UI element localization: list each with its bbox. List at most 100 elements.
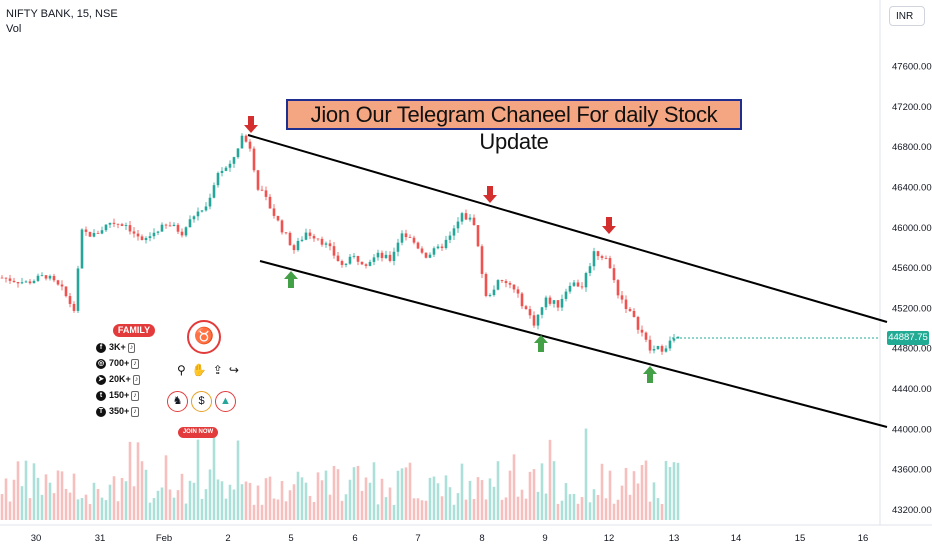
volume-bar: [560, 500, 564, 520]
candle-body: [304, 232, 308, 240]
symbol-title[interactable]: NIFTY BANK, 15, NSE: [6, 8, 118, 20]
volume-bar: [580, 497, 584, 520]
candle-body: [508, 283, 512, 285]
volume-bar: [352, 467, 356, 520]
candle-body: [228, 163, 232, 168]
candle-body: [336, 255, 340, 262]
volume-bar: [120, 477, 124, 520]
candle-body: [232, 157, 236, 164]
volume-bar: [36, 477, 40, 520]
candle-body: [340, 261, 344, 265]
candle-body: [612, 268, 616, 281]
candle-body: [188, 219, 192, 228]
candle-body: [184, 227, 188, 236]
candle-body: [628, 309, 632, 311]
volume-bar: [4, 478, 8, 520]
candle-body: [620, 295, 624, 300]
volume-bar: [632, 471, 636, 520]
candle-body: [0, 277, 4, 279]
repost-icon: ↪: [228, 363, 245, 377]
candle-body: [248, 141, 252, 149]
candle-body: [36, 275, 40, 281]
x-tick-label: 5: [288, 533, 293, 544]
volume-bar: [520, 489, 524, 520]
candle-body: [112, 222, 116, 224]
x-tick-label: 12: [604, 533, 615, 544]
volume-bar: [236, 440, 240, 520]
candle-body: [596, 251, 600, 257]
x-tick-label: 8: [479, 533, 484, 544]
volume-label[interactable]: Vol: [6, 23, 22, 35]
candle-body: [104, 224, 108, 231]
volume-bar: [348, 479, 352, 520]
family-row-instagram: ◎ 700+ ♪: [96, 356, 139, 370]
bell-icon: ♪: [131, 406, 139, 417]
bull-bear-icon: ♞: [167, 391, 188, 412]
candle-body: [140, 236, 144, 241]
volume-bar: [624, 467, 628, 520]
volume-bar: [0, 494, 4, 520]
volume-bar: [596, 494, 600, 520]
volume-bar: [208, 469, 212, 520]
volume-bar: [180, 473, 184, 520]
last-price-tag: 44887.75: [887, 331, 929, 345]
candle-body: [264, 190, 268, 197]
candle-body: [324, 243, 328, 245]
family-count: 3K+: [109, 342, 126, 352]
tradingview-icon: T: [96, 406, 106, 417]
volume-bar: [88, 504, 92, 520]
currency-selector[interactable]: INR: [889, 6, 925, 26]
volume-bar: [384, 497, 388, 520]
candle-body: [556, 300, 560, 308]
candle-body: [132, 231, 136, 234]
candle-body: [600, 256, 604, 258]
volume-bar: [464, 499, 468, 520]
x-tick-label: 14: [731, 533, 742, 544]
candle-body: [636, 316, 640, 330]
volume-bar: [664, 460, 668, 520]
volume-bar: [124, 481, 128, 520]
candle-body: [424, 252, 428, 258]
candle-body: [372, 257, 376, 262]
candle-body: [476, 225, 480, 247]
volume-bar: [108, 484, 112, 520]
candle-body: [588, 266, 592, 274]
volume-bar: [584, 428, 588, 520]
volume-bar: [476, 477, 480, 520]
arrow-shape: [284, 271, 298, 288]
volume-bar: [424, 500, 428, 520]
candle-body: [88, 231, 92, 237]
volume-bar: [608, 470, 612, 520]
bell-icon: ♪: [132, 374, 141, 385]
volume-bar: [156, 490, 160, 520]
volume-bar: [648, 501, 652, 520]
candle-body: [56, 280, 60, 285]
volume-bar: [644, 460, 648, 520]
candle-body: [240, 135, 244, 149]
action-icons: ⚲✋⇪↪: [177, 363, 245, 377]
candle-body: [648, 339, 652, 351]
telegram-icon: ➤: [96, 374, 106, 385]
volume-bar: [452, 504, 456, 520]
x-tick-label: 16: [858, 533, 869, 544]
volume-bar: [600, 463, 604, 520]
candle-body: [144, 238, 148, 241]
like-icon: ✋: [191, 363, 213, 377]
candle-body: [404, 233, 408, 238]
x-tick-label: 6: [352, 533, 357, 544]
y-tick-label: 46800.00: [892, 142, 932, 153]
volume-bar: [512, 454, 516, 520]
candle-body: [428, 254, 432, 258]
volume-bar: [504, 497, 508, 520]
y-tick-label: 43200.00: [892, 505, 932, 516]
volume-bar: [184, 503, 188, 520]
follow-icon: ⚲: [177, 363, 192, 377]
volume-bar: [76, 499, 80, 520]
volume-bar: [448, 487, 452, 520]
candle-body: [484, 273, 488, 296]
volume-bar: [224, 498, 228, 520]
candle-body: [152, 232, 156, 237]
candle-body: [272, 208, 276, 216]
x-tick-label: 2: [225, 533, 230, 544]
